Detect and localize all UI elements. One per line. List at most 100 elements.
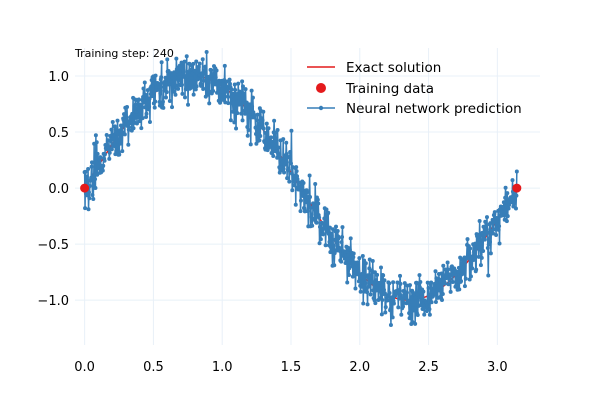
prediction-point: [289, 128, 294, 133]
prediction-point: [229, 87, 234, 92]
prediction-point: [204, 86, 209, 91]
prediction-point: [261, 109, 266, 114]
training-step-annotation: Training step: 240: [74, 47, 174, 60]
prediction-point: [514, 169, 519, 174]
prediction-point: [139, 106, 144, 111]
prediction-point: [250, 104, 255, 109]
prediction-point: [472, 249, 476, 254]
prediction-point: [89, 164, 94, 169]
prediction-point: [183, 74, 188, 79]
prediction-point: [487, 236, 492, 241]
x-tick-label: 0.5: [143, 360, 164, 375]
prediction-point: [284, 140, 289, 145]
prediction-point: [290, 188, 295, 193]
prediction-point: [455, 270, 460, 275]
prediction-point: [139, 126, 144, 131]
prediction-point: [419, 294, 424, 299]
prediction-point: [422, 312, 427, 317]
prediction-point: [431, 289, 436, 294]
prediction-point: [365, 302, 370, 307]
prediction-point: [313, 204, 318, 209]
prediction-point: [298, 198, 303, 203]
prediction-point: [147, 96, 152, 101]
prediction-point: [467, 250, 472, 255]
prediction-point: [481, 249, 486, 253]
prediction-point: [305, 190, 309, 195]
prediction-point: [299, 187, 304, 192]
prediction-point: [488, 239, 493, 244]
prediction-point: [150, 94, 155, 99]
prediction-point: [379, 312, 384, 317]
prediction-point: [209, 68, 214, 73]
prediction-point: [383, 305, 388, 310]
prediction-point: [510, 178, 515, 183]
prediction-point: [102, 152, 107, 157]
prediction-point: [184, 81, 189, 86]
prediction-point: [197, 61, 202, 66]
prediction-point: [83, 169, 88, 174]
prediction-point: [476, 254, 481, 259]
prediction-point: [143, 105, 148, 110]
prediction-point: [327, 239, 332, 244]
prediction-point: [86, 167, 91, 172]
training-data-point: [512, 183, 522, 193]
prediction-point: [380, 297, 385, 302]
prediction-point: [93, 133, 98, 138]
prediction-point: [236, 81, 241, 86]
prediction-point: [459, 279, 464, 284]
prediction-point: [96, 164, 101, 169]
prediction-point: [408, 309, 413, 314]
prediction-point: [107, 150, 112, 155]
prediction-point: [276, 145, 281, 150]
prediction-point: [282, 170, 287, 175]
prediction-point: [418, 280, 423, 285]
prediction-point: [227, 77, 232, 82]
prediction-point: [493, 227, 498, 232]
prediction-point: [232, 120, 237, 125]
prediction-point: [310, 223, 315, 228]
prediction-point: [512, 198, 517, 203]
prediction-point: [186, 102, 191, 107]
prediction-point: [180, 91, 185, 96]
prediction-point: [161, 105, 166, 110]
legend-training-data-swatch: [316, 83, 326, 93]
prediction-point: [142, 80, 147, 85]
prediction-point: [365, 290, 370, 295]
prediction-point: [287, 154, 292, 159]
prediction-point: [329, 233, 334, 238]
prediction-point: [189, 76, 194, 81]
prediction-point: [425, 280, 430, 285]
prediction-point: [385, 298, 390, 303]
prediction-point: [284, 152, 289, 157]
prediction-point: [478, 237, 483, 242]
prediction-point: [254, 141, 259, 146]
prediction-point: [147, 104, 152, 109]
prediction-point: [305, 209, 310, 214]
prediction-point: [115, 131, 120, 136]
prediction-point: [387, 291, 392, 296]
prediction-point: [346, 272, 351, 277]
prediction-point: [276, 153, 281, 157]
prediction-point: [183, 95, 187, 100]
prediction-point: [287, 179, 292, 184]
prediction-point: [135, 115, 140, 120]
prediction-point: [477, 219, 482, 224]
prediction-point: [288, 149, 293, 154]
prediction-point: [140, 116, 145, 121]
prediction-point: [377, 280, 382, 285]
prediction-point: [413, 321, 418, 326]
prediction-point: [111, 137, 116, 142]
prediction-point: [361, 301, 366, 306]
prediction-point: [281, 166, 286, 171]
prediction-point: [339, 259, 344, 264]
prediction-point: [340, 235, 345, 240]
x-tick-label: 0.0: [74, 360, 95, 375]
prediction-point: [429, 280, 434, 285]
prediction-point: [240, 79, 245, 84]
prediction-point: [113, 152, 118, 157]
prediction-point: [313, 182, 318, 187]
prediction-point: [231, 109, 236, 114]
prediction-point: [346, 253, 351, 258]
prediction-point: [470, 266, 475, 271]
